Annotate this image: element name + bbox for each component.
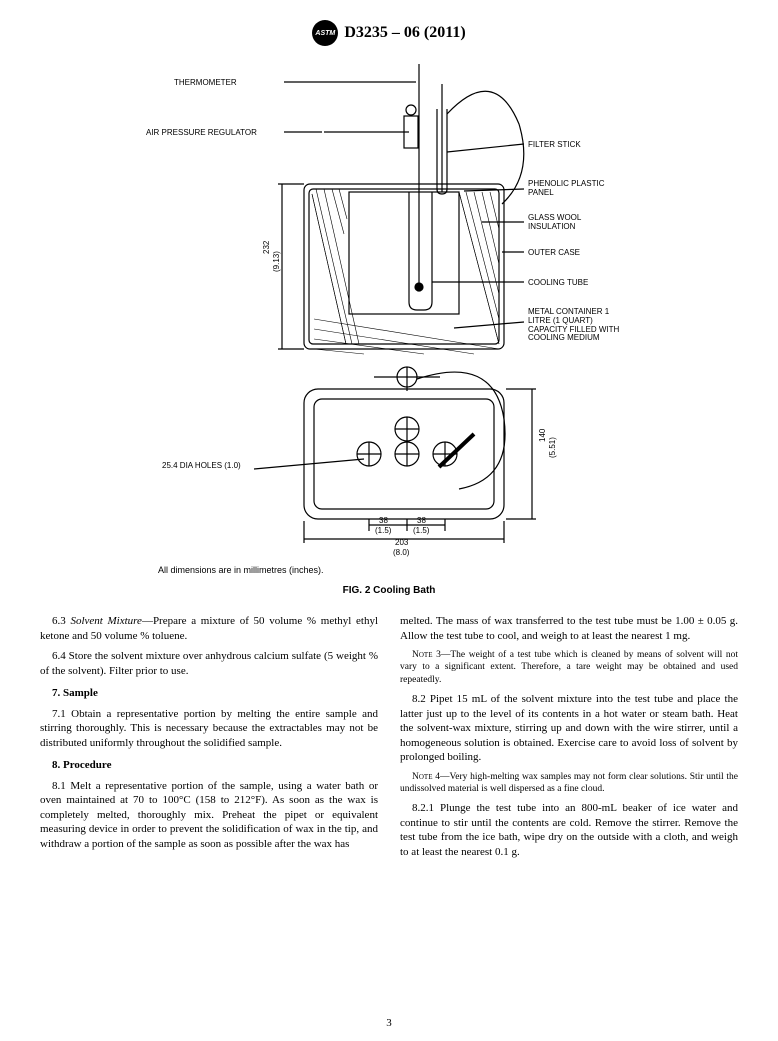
dim-note: All dimensions are in millimetres (inche… <box>158 565 624 575</box>
label-phenolic: PHENOLIC PLASTIC PANEL <box>528 180 618 198</box>
note-3: Note 3—The weight of a test tube which i… <box>400 649 738 686</box>
dim-depth-in: (5.51) <box>548 437 557 458</box>
page-number: 3 <box>0 1017 778 1029</box>
label-glass-wool: GLASS WOOL INSULATION <box>528 214 608 232</box>
para-6-3: 6.3 Solvent Mixture—Prepare a mixture of… <box>40 614 378 643</box>
body-text: 6.3 Solvent Mixture—Prepare a mixture of… <box>40 614 738 861</box>
dim-width-mm: 203 <box>395 538 408 547</box>
label-air-regulator: AIR PRESSURE REGULATOR <box>146 128 257 137</box>
dim-height-in: (9.13) <box>272 251 281 272</box>
dim-sp2-in: (1.5) <box>413 526 429 535</box>
standard-number: D3235 – 06 (2011) <box>344 24 465 42</box>
label-thermometer: THERMOMETER <box>174 78 237 87</box>
page-header: ASTM D3235 – 06 (2011) <box>40 20 738 46</box>
label-outer-case: OUTER CASE <box>528 248 580 257</box>
para-8-1: 8.1 Melt a representative portion of the… <box>40 779 378 852</box>
label-filter-stick: FILTER STICK <box>528 140 581 149</box>
dim-width-in: (8.0) <box>393 548 409 557</box>
dim-sp1-in: (1.5) <box>375 526 391 535</box>
label-dia-holes: 25.4 DIA HOLES (1.0) <box>162 462 242 471</box>
dim-sp2-mm: 38 <box>417 516 426 525</box>
para-8-1b: melted. The mass of wax transferred to t… <box>400 614 738 643</box>
section-7: 7. Sample <box>40 686 378 701</box>
note-4: Note 4—Very high-melting wax samples may… <box>400 771 738 796</box>
dim-sp1-mm: 38 <box>379 516 388 525</box>
para-6-4: 6.4 Store the solvent mixture over anhyd… <box>40 649 378 678</box>
astm-logo-icon: ASTM <box>312 20 338 46</box>
para-8-2: 8.2 Pipet 15 mL of the solvent mixture i… <box>400 692 738 765</box>
figure-2: THERMOMETER AIR PRESSURE REGULATOR FILTE… <box>154 54 624 596</box>
section-8: 8. Procedure <box>40 758 378 773</box>
dim-depth-mm: 140 <box>538 429 547 442</box>
label-metal-container: METAL CONTAINER 1 LITRE (1 QUART) CAPACI… <box>528 308 628 343</box>
figure-caption: FIG. 2 Cooling Bath <box>154 585 624 596</box>
dim-height-mm: 232 <box>262 241 271 254</box>
label-cooling-tube: COOLING TUBE <box>528 278 588 287</box>
para-8-2-1: 8.2.1 Plunge the test tube into an 800-m… <box>400 801 738 859</box>
para-7-1: 7.1 Obtain a representative portion by m… <box>40 707 378 751</box>
